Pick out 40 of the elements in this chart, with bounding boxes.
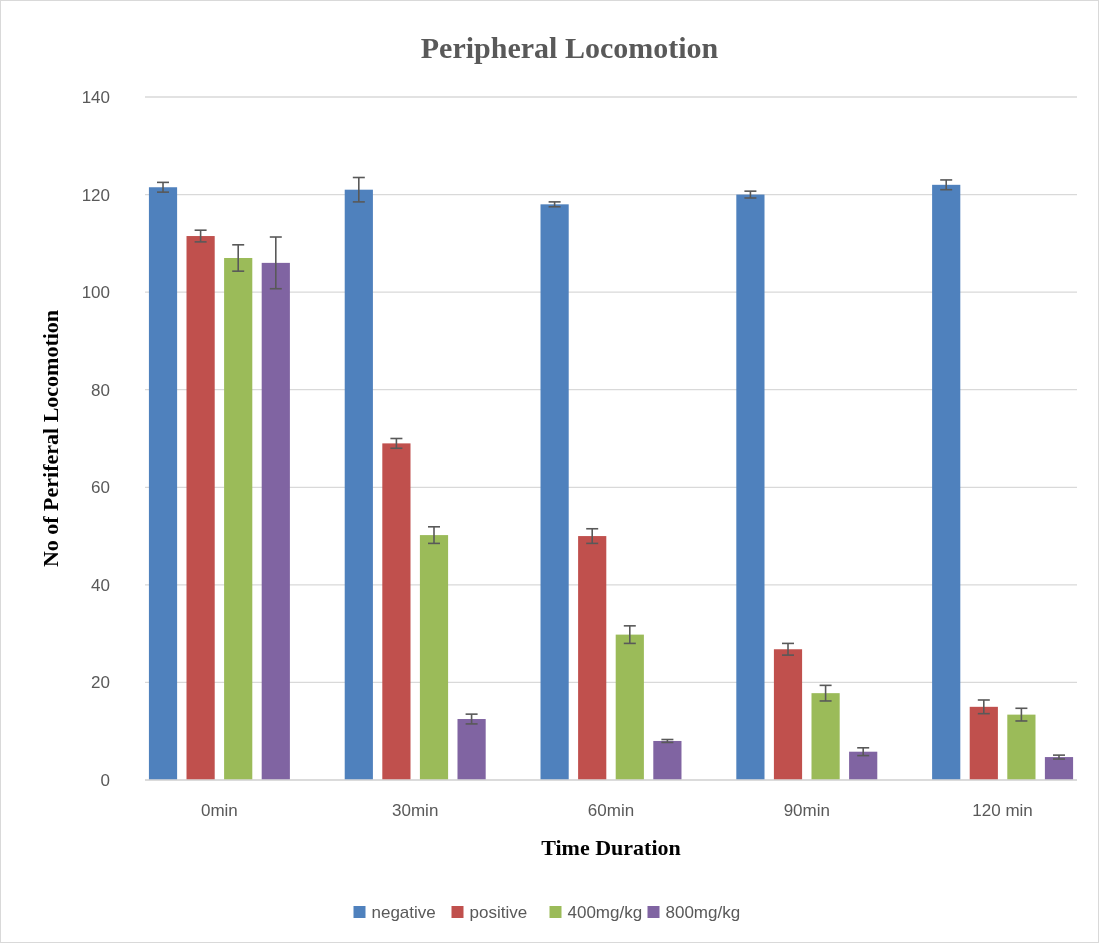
bar: [419, 535, 449, 780]
y-axis-title: No of Periferal Locomotion: [38, 309, 63, 568]
bar: [148, 187, 178, 780]
bar: [578, 536, 607, 780]
y-tick-label: 80: [91, 380, 110, 400]
legend-label: positive: [469, 902, 528, 922]
bar: [849, 751, 878, 780]
bar: [540, 204, 569, 780]
y-tick-label: 140: [81, 87, 110, 107]
x-tick-label: 60min: [587, 801, 635, 820]
y-tick-label: 100: [81, 283, 110, 303]
x-tick-label: 120 min: [972, 801, 1033, 820]
bar: [344, 189, 373, 780]
bar: [615, 634, 644, 780]
legend-label: 800mg/kg: [665, 902, 741, 922]
bar: [186, 236, 215, 780]
bar: [224, 257, 253, 780]
bar: [382, 443, 411, 780]
bar: [811, 693, 840, 780]
bar: [653, 740, 682, 780]
x-tick-label: 30min: [392, 801, 439, 820]
x-tick-label: 0min: [200, 801, 238, 820]
y-tick-label: 40: [91, 575, 110, 595]
bar: [773, 649, 803, 780]
y-tick-label: 0: [100, 770, 110, 790]
bar: [261, 262, 290, 780]
bar: [1007, 714, 1036, 780]
legend-label: 400mg/kg: [567, 902, 643, 922]
x-tick-label: 90min: [783, 801, 830, 820]
bar: [1044, 757, 1074, 780]
chart-title: Peripheral Locomotion: [420, 31, 719, 64]
bar: [969, 706, 998, 780]
y-tick-label: 20: [91, 673, 110, 693]
bar: [932, 184, 961, 780]
x-axis-title: Time Duration: [541, 835, 681, 860]
y-tick-label: 60: [91, 478, 110, 498]
legend-label: negative: [371, 902, 436, 922]
bar: [736, 194, 765, 780]
bar: [457, 719, 486, 780]
y-tick-label: 120: [81, 185, 110, 205]
